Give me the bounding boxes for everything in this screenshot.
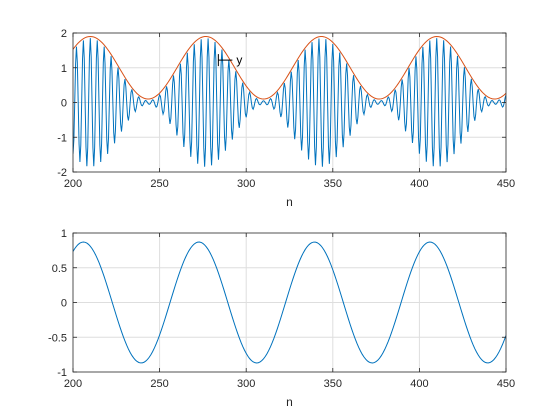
x-tick-label: 450 [497, 178, 515, 190]
bottom-axes: 200 250 300 350 400 450 -1 -0.5 0 0.5 1 n [48, 228, 515, 409]
x-tick-label: 350 [324, 178, 342, 190]
series-line-1 [73, 35, 506, 100]
y-tick-label: 0.5 [52, 263, 67, 275]
x-tick-label: 200 [64, 178, 82, 190]
y-tick-label: 0 [61, 298, 67, 310]
top-axes: 200 250 300 350 400 450 -2 -1 0 1 2 n y [57, 28, 515, 209]
x-tick-label: 400 [410, 178, 428, 190]
y-tick-label: 0 [61, 98, 67, 110]
x-tick-label: 400 [410, 378, 428, 390]
annotation-label: y [236, 53, 242, 67]
x-axis-label: n [286, 395, 293, 409]
x-tick-label: 200 [64, 378, 82, 390]
x-tick-label: 300 [237, 178, 255, 190]
series-line-0 [73, 241, 506, 364]
y-tick-label: 1 [61, 228, 67, 240]
x-tick-label: 250 [150, 178, 168, 190]
y-tick-label: -1 [57, 367, 67, 379]
y-tick-label: 2 [61, 28, 67, 40]
x-tick-label: 450 [497, 378, 515, 390]
y-tick-label: 1 [61, 63, 67, 75]
x-axis-label: n [286, 195, 293, 209]
y-tick-label: -1 [57, 132, 67, 144]
x-tick-label: 300 [237, 378, 255, 390]
y-tick-label: -0.5 [48, 332, 67, 344]
y-tick-label: -2 [57, 167, 67, 179]
series-line-0 [73, 38, 506, 167]
x-tick-label: 350 [324, 378, 342, 390]
x-tick-label: 250 [150, 378, 168, 390]
